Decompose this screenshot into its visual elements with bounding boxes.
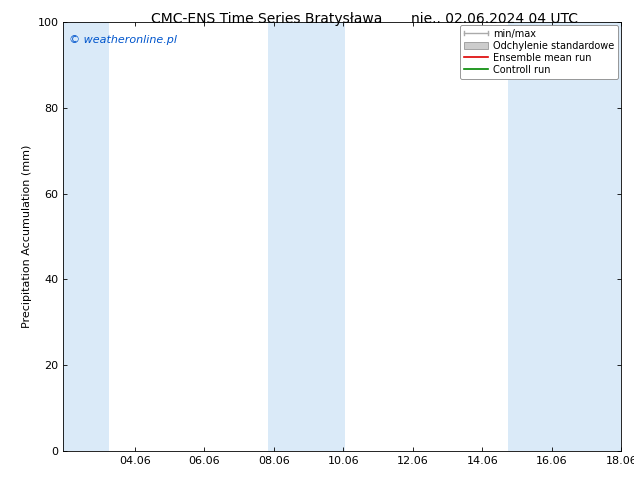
Bar — [63, 22, 108, 451]
Text: © weatheronline.pl: © weatheronline.pl — [69, 35, 177, 45]
Y-axis label: Precipitation Accumulation (mm): Precipitation Accumulation (mm) — [22, 145, 32, 328]
Bar — [508, 22, 621, 451]
Text: CMC-ENS Time Series Bratysława: CMC-ENS Time Series Bratysława — [151, 12, 382, 26]
Legend: min/max, Odchylenie standardowe, Ensemble mean run, Controll run: min/max, Odchylenie standardowe, Ensembl… — [460, 25, 618, 78]
Text: nie.. 02.06.2024 04 UTC: nie.. 02.06.2024 04 UTC — [411, 12, 578, 26]
Bar — [268, 22, 345, 451]
